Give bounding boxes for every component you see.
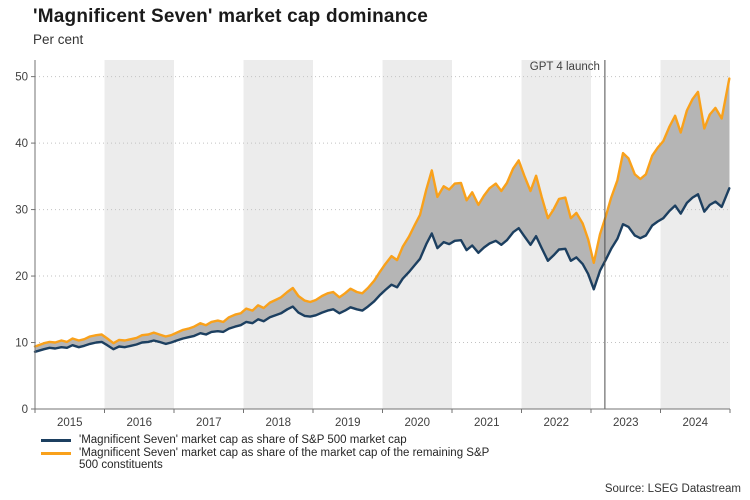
x-tick-label: 2022 bbox=[543, 417, 569, 429]
x-tick-label: 2020 bbox=[404, 417, 430, 429]
y-tick-label: 50 bbox=[15, 72, 28, 84]
x-tick-label: 2021 bbox=[474, 417, 500, 429]
x-tick-label: 2023 bbox=[613, 417, 639, 429]
sp500-share-line bbox=[33, 187, 731, 353]
remaining-constituents-ratio-line bbox=[33, 77, 731, 348]
line-chart-canvas: GPT 4 launch 0 10 20 30 40 50 2015 2016 2017 2018 2… bbox=[15, 60, 731, 429]
legend-item-sp500-share: 'Magnificent Seven' market cap as share … bbox=[41, 434, 499, 446]
x-tick-label: 2019 bbox=[335, 417, 361, 429]
year-band bbox=[243, 60, 313, 409]
x-tick-label: 2018 bbox=[265, 417, 291, 429]
x-tick-label: 2024 bbox=[682, 417, 708, 429]
source-credit: Source: LSEG Datastream bbox=[604, 483, 741, 495]
year-band bbox=[104, 60, 174, 409]
legend-label-sp500-share: 'Magnificent Seven' market cap as share … bbox=[79, 434, 407, 446]
y-tick-label: 0 bbox=[22, 404, 28, 416]
y-tick-label: 40 bbox=[15, 138, 28, 150]
x-tick-label: 2017 bbox=[196, 417, 222, 429]
x-tick-label: 2016 bbox=[126, 417, 152, 429]
navy-line-swatch-icon bbox=[41, 439, 71, 442]
chart-title: 'Magnificent Seven' market cap dominance bbox=[33, 6, 429, 27]
gpt4-launch-label: GPT 4 launch bbox=[530, 61, 600, 73]
y-tick-label: 10 bbox=[15, 338, 28, 350]
y-tick-label: 20 bbox=[15, 271, 28, 283]
chart-unit-label: Per cent bbox=[33, 32, 84, 47]
legend-item-remaining-constituents: 'Magnificent Seven' market cap as share … bbox=[41, 447, 499, 471]
y-tick-label: 30 bbox=[15, 205, 28, 217]
orange-line-swatch-icon bbox=[41, 452, 71, 455]
chart-legend: 'Magnificent Seven' market cap as share … bbox=[41, 434, 499, 472]
x-tick-label: 2015 bbox=[57, 417, 83, 429]
legend-label-remaining-constituents: 'Magnificent Seven' market cap as share … bbox=[79, 447, 490, 471]
